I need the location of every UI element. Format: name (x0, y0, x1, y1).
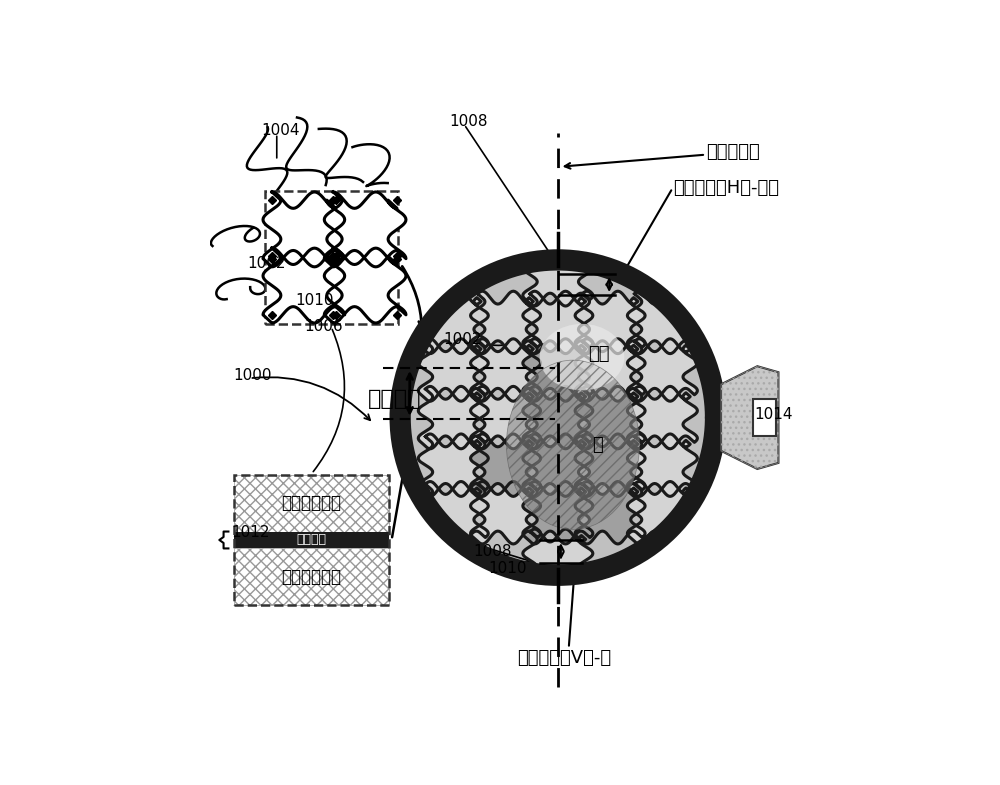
Polygon shape (418, 386, 488, 449)
Polygon shape (575, 291, 645, 353)
Text: 1008: 1008 (473, 544, 512, 559)
Text: 1012: 1012 (231, 525, 270, 540)
Bar (753, 400, 776, 436)
Text: 1002: 1002 (443, 331, 481, 346)
Polygon shape (627, 339, 697, 401)
Bar (234, 475, 389, 531)
Polygon shape (627, 434, 697, 496)
Polygon shape (575, 481, 645, 544)
Polygon shape (324, 248, 406, 323)
Polygon shape (627, 291, 697, 353)
Polygon shape (523, 529, 593, 592)
Circle shape (410, 269, 706, 566)
Text: 1010: 1010 (295, 294, 333, 309)
Text: 像素间距（V）-垂: 像素间距（V）-垂 (517, 648, 611, 666)
Polygon shape (418, 481, 488, 544)
Circle shape (410, 269, 706, 566)
Text: 1008: 1008 (449, 114, 488, 129)
Bar (234, 531, 389, 549)
Polygon shape (523, 339, 593, 401)
Polygon shape (523, 434, 593, 496)
Polygon shape (523, 291, 593, 353)
Polygon shape (471, 434, 541, 496)
Text: 1010: 1010 (488, 561, 527, 576)
Text: 像素取向轴: 像素取向轴 (706, 143, 760, 161)
Polygon shape (263, 248, 345, 323)
Text: 1000: 1000 (233, 367, 272, 383)
Polygon shape (471, 339, 541, 401)
Polygon shape (575, 339, 645, 401)
Polygon shape (627, 386, 697, 449)
Circle shape (410, 269, 706, 566)
Text: 1004: 1004 (262, 123, 300, 138)
Polygon shape (471, 291, 541, 353)
Bar (265, 191, 398, 324)
Ellipse shape (540, 324, 624, 390)
Text: 金属追迹: 金属追迹 (297, 534, 327, 546)
Bar (234, 549, 389, 605)
Text: 像素间距（H）-水平: 像素间距（H）-水平 (673, 179, 779, 197)
Text: 像素节距: 像素节距 (368, 389, 421, 410)
Bar (234, 475, 389, 531)
Text: 活动像素区域: 活动像素区域 (282, 568, 342, 586)
Polygon shape (418, 291, 488, 353)
Polygon shape (523, 243, 593, 306)
Polygon shape (471, 481, 541, 544)
Text: 活动像素区域: 活动像素区域 (282, 495, 342, 513)
Polygon shape (324, 192, 406, 267)
Polygon shape (523, 386, 593, 449)
Text: 1006: 1006 (304, 319, 343, 334)
Polygon shape (575, 386, 645, 449)
Polygon shape (418, 434, 488, 496)
Polygon shape (263, 192, 345, 267)
Polygon shape (523, 481, 593, 544)
Bar (234, 475, 389, 605)
Polygon shape (721, 366, 778, 469)
Text: 1002: 1002 (248, 256, 286, 271)
Text: 暗: 暗 (592, 436, 602, 454)
Circle shape (392, 251, 724, 584)
Bar (234, 549, 389, 605)
Polygon shape (627, 481, 697, 544)
Polygon shape (418, 339, 488, 401)
Polygon shape (471, 386, 541, 449)
Ellipse shape (506, 360, 639, 529)
Text: 清晰: 清晰 (588, 345, 610, 363)
Polygon shape (575, 434, 645, 496)
Text: 1014: 1014 (754, 407, 793, 422)
